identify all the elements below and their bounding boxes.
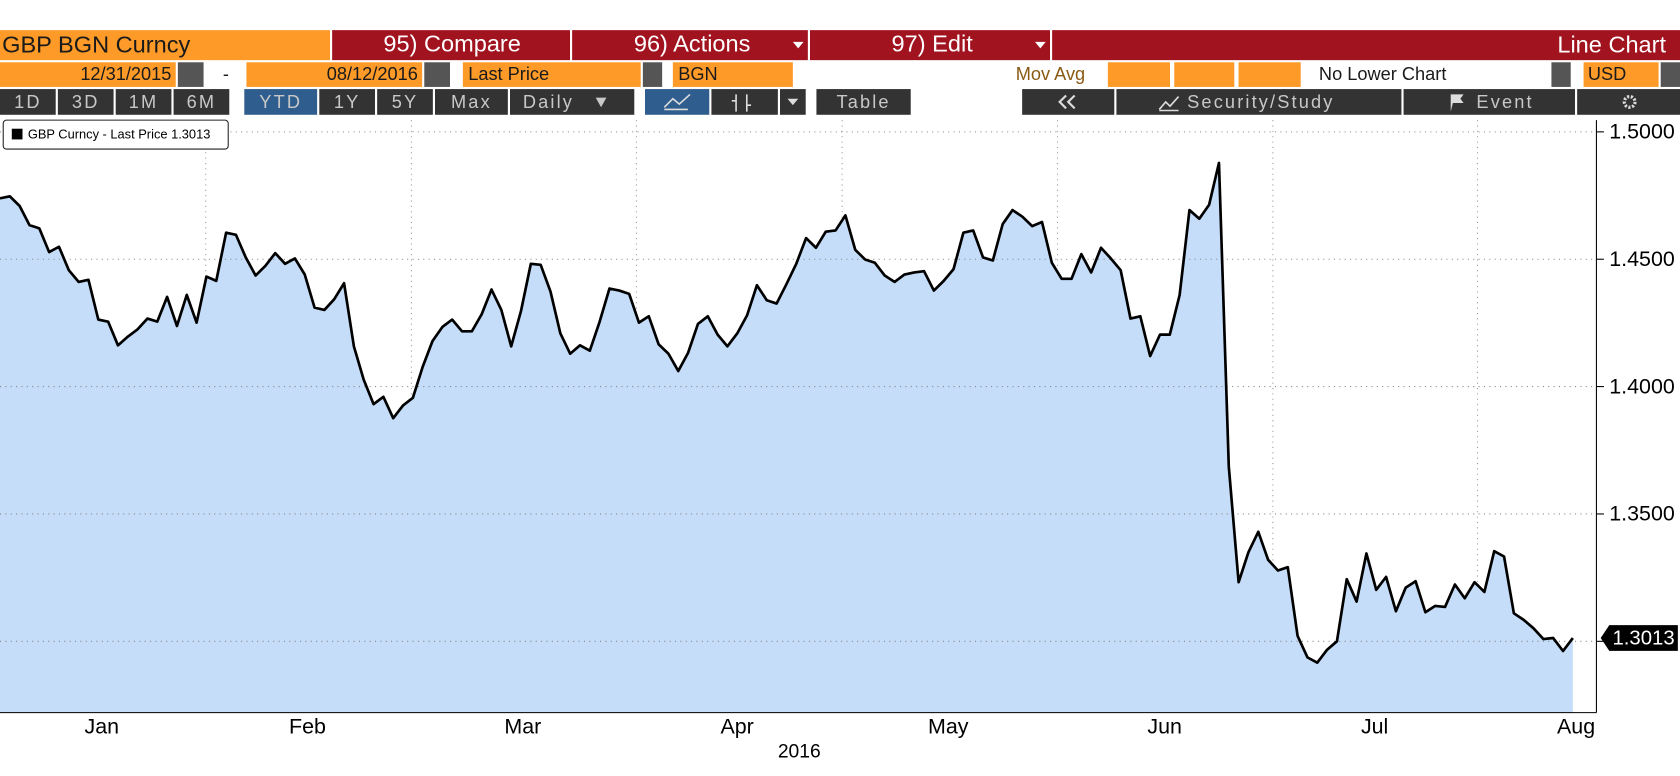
dropdown-icon (595, 97, 607, 108)
legend-swatch (11, 128, 23, 140)
separator: - (223, 64, 229, 84)
last-value-tag (1600, 625, 1678, 651)
period-label: Max (451, 92, 492, 112)
dropdown[interactable] (1551, 62, 1571, 87)
dropdown-icon (792, 41, 804, 49)
x-tick-label: Aug (1557, 714, 1595, 738)
legend (2, 119, 229, 150)
lower-chart[interactable]: No Lower Chart (1319, 64, 1446, 84)
button-label: 97) Edit (892, 30, 974, 56)
x-tick-label: May (928, 714, 969, 738)
period-label: 6M (187, 92, 217, 112)
table: Table (836, 92, 890, 112)
x-axis-label: 2016 (778, 741, 821, 762)
period-label: 3D (72, 92, 100, 112)
security-study: Security/Study (1187, 92, 1334, 112)
currency: USD (1588, 64, 1626, 84)
bar-icon (731, 94, 752, 112)
start-date-field[interactable] (0, 62, 176, 87)
field: Last Price (468, 64, 549, 84)
line-icon (663, 93, 691, 111)
dropdown-icon (1035, 41, 1046, 49)
bar-icon-button[interactable] (711, 89, 778, 115)
back-icon (1058, 94, 1076, 110)
x-tick-label: Jan (85, 714, 120, 738)
x-tick-label: Mar (504, 714, 541, 738)
field-select[interactable] (462, 62, 641, 87)
study-icon (1158, 96, 1180, 112)
period-label: 1Y (334, 92, 361, 112)
mov-avg-field[interactable] (1107, 62, 1170, 87)
security-field[interactable] (0, 30, 330, 61)
period-label: 1M (129, 92, 159, 112)
period-button[interactable] (0, 89, 56, 115)
line (0, 161, 1574, 665)
y-tick-label: 1.5000 (1609, 120, 1675, 144)
event-button[interactable] (1403, 89, 1575, 115)
security: GBP BGN Curncy (2, 31, 190, 57)
gear-icon (1622, 94, 1637, 109)
title-bar (1052, 30, 1680, 61)
y-tick-label: 1.4500 (1609, 247, 1675, 271)
frequency: Daily (523, 92, 574, 112)
y-tick-label: 1.4000 (1609, 374, 1675, 398)
period-button[interactable] (244, 89, 318, 115)
settings-button[interactable] (1577, 89, 1680, 115)
last-value-label: 1.3013 (1612, 627, 1674, 649)
dropdown[interactable] (642, 62, 663, 87)
x-tick-label: Jul (1361, 714, 1388, 738)
period-button[interactable] (115, 89, 172, 115)
dropdown[interactable] (1660, 62, 1680, 87)
period-bar: Daily Table Security/Study Event 1D 3D 1M 6… (0, 89, 1680, 115)
period-button[interactable] (377, 89, 433, 115)
plot: 1.30001.35001.40001.45001.5000JanFebMarA… (0, 120, 1678, 738)
x-tick-label: Feb (289, 714, 326, 738)
dropdown-icon (787, 98, 799, 106)
end-date: 08/12/2016 (327, 64, 418, 84)
flag-icon (1450, 94, 1464, 112)
button-label: 95) Compare (383, 30, 521, 56)
chart-type: Line Chart (1557, 31, 1666, 57)
table-button[interactable] (816, 89, 911, 115)
period-button[interactable] (57, 89, 114, 115)
area (0, 162, 1573, 713)
end-date-field[interactable] (246, 62, 423, 87)
period-label: 5Y (392, 92, 419, 112)
period-button[interactable] (173, 89, 230, 115)
source-field[interactable] (672, 62, 793, 87)
legend-label: GBP Curncy - Last Price 1.3013 (28, 127, 211, 142)
y-tick-label: 1.3500 (1609, 502, 1675, 526)
period-label: 1D (14, 92, 42, 112)
calendar-icon[interactable] (424, 62, 450, 87)
frequency-button[interactable] (510, 89, 635, 115)
start-date: 12/31/2015 (80, 64, 171, 84)
calendar-icon[interactable] (177, 62, 204, 87)
source: BGN (678, 64, 717, 84)
mov-avg: Mov Avg (1016, 64, 1085, 84)
x-tick-label: Jun (1147, 714, 1182, 738)
period-label: YTD (259, 92, 302, 112)
period-button[interactable] (435, 89, 508, 115)
compare-button[interactable] (332, 30, 570, 61)
x-tick-label: Apr (720, 714, 753, 738)
period-button[interactable] (319, 89, 375, 115)
mov-avg-field[interactable] (1238, 62, 1301, 87)
edit-button[interactable] (810, 30, 1050, 61)
event: Event (1476, 92, 1533, 112)
button-label: 96) Actions (634, 30, 751, 56)
actions-button[interactable] (572, 30, 808, 61)
currency-field[interactable] (1583, 62, 1659, 87)
mov-avg-field[interactable] (1174, 62, 1235, 87)
